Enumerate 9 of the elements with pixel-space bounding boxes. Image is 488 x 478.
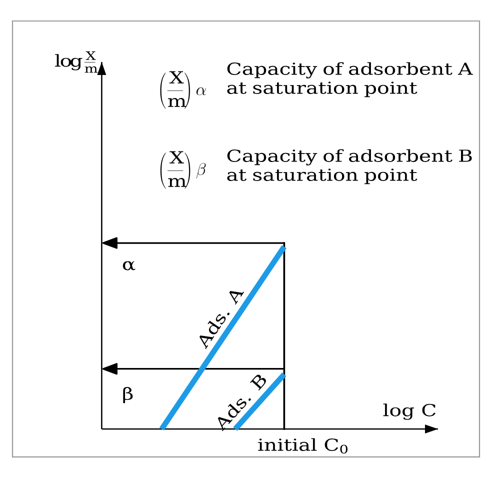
- text: log C: [383, 404, 436, 420]
- ref-line-label: α: [122, 261, 136, 270]
- ref-line-label: β: [123, 387, 133, 404]
- text: $\left(\frac{\mathrm{X}}{\mathrm{m}}\right)\alpha$: [160, 71, 206, 109]
- text: initial C$_{0}$: [258, 438, 348, 454]
- text: $\log\frac{\mathrm{X}}{\mathrm{m}}$: [55, 51, 98, 73]
- text: Capacity of adsorbent B at saturation point: [227, 149, 472, 184]
- text: Capacity of adsorbent A at saturation point: [227, 62, 473, 98]
- text: $\left(\frac{\mathrm{X}}{\mathrm{m}}\right)\beta$: [160, 151, 206, 189]
